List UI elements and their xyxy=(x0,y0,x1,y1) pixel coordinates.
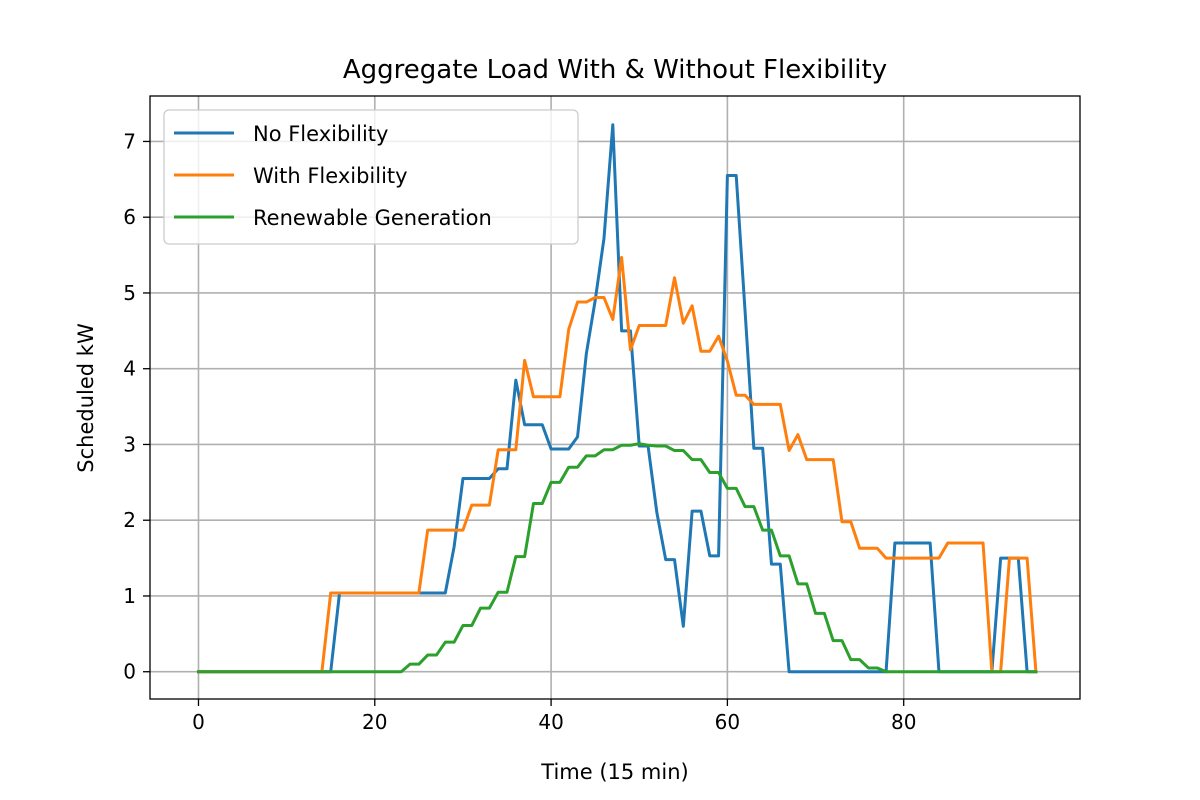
y-tick-label: 7 xyxy=(123,129,136,153)
series-lines xyxy=(196,123,1038,674)
x-tick-label: 20 xyxy=(362,710,387,734)
series-line-renewable-generation xyxy=(196,442,1038,674)
y-axis-label: Scheduled kW xyxy=(74,323,98,473)
y-tick-label: 5 xyxy=(123,281,136,305)
chart-title: Aggregate Load With & Without Flexibilit… xyxy=(343,55,887,85)
y-tick-label: 0 xyxy=(123,660,136,684)
y-tick-label: 4 xyxy=(123,357,136,381)
x-tick-label: 0 xyxy=(192,710,205,734)
legend-box xyxy=(163,109,579,245)
series-line-with-flexibility xyxy=(196,255,1038,674)
x-tick-label: 80 xyxy=(891,710,916,734)
y-tick-label: 2 xyxy=(123,508,136,532)
x-tick-label: 60 xyxy=(715,710,740,734)
x-axis-label: Time (15 min) xyxy=(540,760,688,784)
plot-frame xyxy=(149,95,1081,700)
y-tick-label: 6 xyxy=(123,205,136,229)
legend-label-with-flexibility: With Flexibility xyxy=(253,164,408,188)
legend-label-renewable-generation: Renewable Generation xyxy=(253,206,492,230)
legend: No Flexibility With Flexibility Renewabl… xyxy=(163,109,579,245)
series-line-no-flexibility xyxy=(196,123,1038,674)
x-axis-ticks: 0 20 40 60 80 xyxy=(192,699,916,734)
y-axis-ticks: 0 1 2 3 4 5 6 7 xyxy=(123,129,150,684)
y-tick-label: 1 xyxy=(123,584,136,608)
x-tick-label: 40 xyxy=(538,710,563,734)
legend-label-no-flexibility: No Flexibility xyxy=(253,122,388,146)
y-tick-label: 3 xyxy=(123,432,136,456)
